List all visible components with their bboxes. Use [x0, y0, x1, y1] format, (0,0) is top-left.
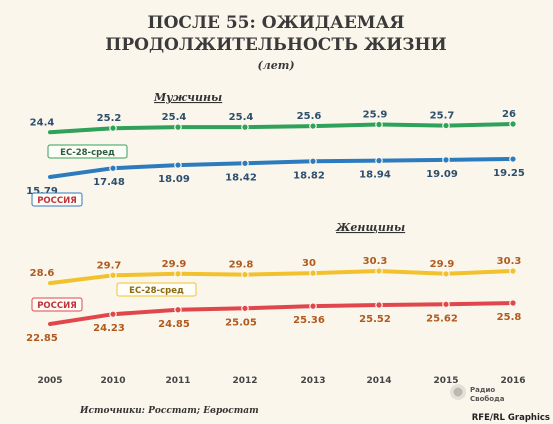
logo-line2: Свобода	[470, 395, 505, 403]
data-point-0-1-6	[442, 156, 450, 164]
data-label-1-0-6: 29.9	[430, 259, 455, 270]
data-point-0-0-6	[442, 121, 450, 130]
data-label-1-1-0: 22.85	[26, 333, 58, 344]
data-label-0-0-3: 25.4	[229, 112, 254, 123]
x-tick-label-1: 2010	[100, 376, 125, 386]
series-badge-0-0	[47, 144, 128, 159]
data-label-1-0-3: 29.8	[229, 260, 254, 271]
data-point-1-1-2	[174, 305, 182, 314]
data-point-0-0-5	[375, 120, 383, 129]
series-badge-label-0-0: ЕС-28-сред	[60, 148, 115, 158]
chart-title-line2: ПРОДОЛЖИТЕЛЬНОСТЬ ЖИЗНИ	[105, 35, 446, 55]
data-point-1-0-4	[309, 269, 317, 277]
data-label-0-0-6: 25.7	[430, 111, 455, 122]
series-badge-label-0-1: РОССИЯ	[37, 196, 77, 206]
chart-title-line1: ПОСЛЕ 55: ОЖИДАЕМАЯ	[148, 13, 405, 33]
data-point-0-0-7	[509, 120, 517, 128]
data-label-1-1-7: 25.8	[497, 312, 522, 323]
data-point-1-0-2	[174, 270, 182, 278]
series-line-1-0	[48, 269, 515, 286]
x-tick-label-4: 2013	[300, 376, 325, 386]
series-badge-1-0	[116, 282, 197, 297]
data-label-1-0-5: 30.3	[363, 256, 388, 267]
data-point-0-1-2	[174, 161, 182, 169]
radio-svoboda-logo: Радио Свобода	[450, 384, 505, 403]
data-point-1-0-3	[241, 270, 249, 279]
series-line-0-0	[48, 122, 515, 135]
men-section-title: Мужчины	[153, 91, 222, 104]
data-label-0-0-7: 26	[502, 109, 516, 120]
data-label-0-1-2: 18.09	[158, 174, 190, 185]
data-label-1-0-4: 30	[302, 258, 316, 269]
data-point-1-0-1	[109, 271, 117, 280]
data-label-1-0-1: 29.7	[97, 260, 122, 271]
series-badge-label-1-0: ЕС-28-сред	[129, 286, 184, 296]
x-tick-label-0: 2005	[37, 376, 62, 386]
logo-line1: Радио	[470, 386, 495, 394]
data-point-0-1-4	[309, 157, 317, 166]
x-tick-label-7: 2016	[500, 376, 525, 386]
data-point-1-1-4	[309, 302, 317, 310]
series-line-1-1	[48, 301, 515, 326]
data-label-0-1-1: 17.48	[93, 177, 125, 188]
data-label-0-0-4: 25.6	[297, 111, 322, 122]
x-tick-label-5: 2014	[366, 376, 391, 386]
data-point-1-1-3	[241, 304, 249, 313]
source-note: Источники: Росстат; Евростат	[79, 406, 259, 416]
data-label-1-0-7: 30.3	[497, 256, 522, 267]
chart-subtitle: (лет)	[257, 59, 294, 72]
women-section-title: Женщины	[335, 221, 405, 234]
data-label-1-1-4: 25.36	[293, 315, 325, 326]
data-point-0-1-7	[509, 155, 517, 163]
data-label-0-0-5: 25.9	[363, 110, 388, 121]
data-label-0-1-4: 18.82	[293, 170, 325, 181]
x-tick-label-6: 2015	[433, 376, 458, 386]
data-point-0-1-1	[109, 164, 117, 173]
data-label-1-1-5: 25.52	[359, 314, 391, 325]
data-label-1-1-1: 24.23	[93, 323, 125, 334]
x-tick-label-3: 2012	[232, 376, 257, 386]
data-point-1-0-5	[375, 267, 383, 275]
data-label-1-0-2: 29.9	[162, 259, 187, 270]
data-label-0-0-0: 24.4	[30, 117, 55, 128]
data-label-1-0-0: 28.6	[30, 268, 55, 279]
data-point-1-0-7	[509, 267, 517, 275]
data-label-0-1-3: 18.42	[225, 172, 257, 183]
data-label-1-1-6: 25.62	[426, 313, 458, 324]
data-label-0-1-0: 15.79	[26, 186, 58, 197]
data-point-1-1-5	[375, 301, 383, 309]
chart-marks: 24.4 25.2 25.4 25.4 25.6 25.9 25.7 26 ЕС-28-сред…	[26, 109, 525, 386]
data-point-0-0-1	[109, 124, 117, 132]
series-badge-0-1	[31, 192, 83, 207]
data-point-0-1-5	[375, 156, 383, 165]
data-label-1-1-3: 25.05	[225, 317, 257, 328]
series-badge-1-1	[31, 297, 83, 312]
data-point-0-0-2	[174, 123, 182, 131]
data-point-0-1-3	[241, 159, 249, 168]
data-label-0-1-7: 19.25	[493, 168, 525, 179]
graphics-credit: RFE/RL Graphics	[472, 413, 550, 423]
data-label-0-0-2: 25.4	[162, 112, 187, 123]
x-tick-label-2: 2011	[165, 376, 190, 386]
data-label-0-0-1: 25.2	[97, 113, 122, 124]
data-point-1-1-6	[442, 300, 450, 309]
data-point-0-0-3	[241, 123, 249, 131]
data-point-0-0-4	[309, 122, 317, 130]
data-label-0-1-5: 18.94	[359, 170, 391, 181]
series-badge-label-1-1: РОССИЯ	[37, 301, 77, 311]
data-point-1-0-6	[442, 270, 450, 278]
data-point-1-1-7	[509, 299, 517, 307]
series-line-0-1	[48, 157, 515, 179]
data-label-1-1-2: 24.85	[158, 319, 190, 330]
data-point-1-1-1	[109, 310, 117, 318]
data-label-0-1-6: 19.09	[426, 169, 458, 180]
